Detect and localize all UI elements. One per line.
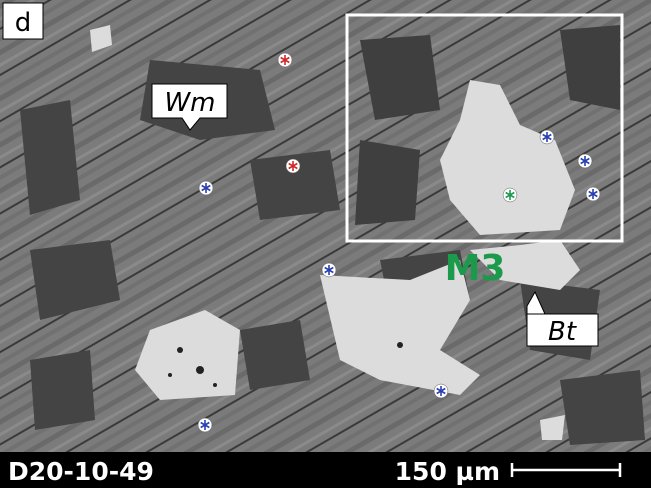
- panel-label: d: [15, 8, 32, 38]
- inset: [347, 15, 622, 241]
- sample-id: D20-10-49: [8, 457, 154, 486]
- green-marker: [503, 188, 517, 202]
- micrograph: d Wm Bt M3 D20-10-49 150 µm: [0, 0, 651, 488]
- callout-bt: Bt: [548, 317, 577, 347]
- page: d Wm Bt M3 D20-10-49 150 µm (() => { con…: [0, 0, 651, 488]
- scale-label: 150 µm: [395, 457, 500, 486]
- phase-label: M3: [445, 248, 506, 289]
- callout-wm: Wm: [164, 88, 215, 118]
